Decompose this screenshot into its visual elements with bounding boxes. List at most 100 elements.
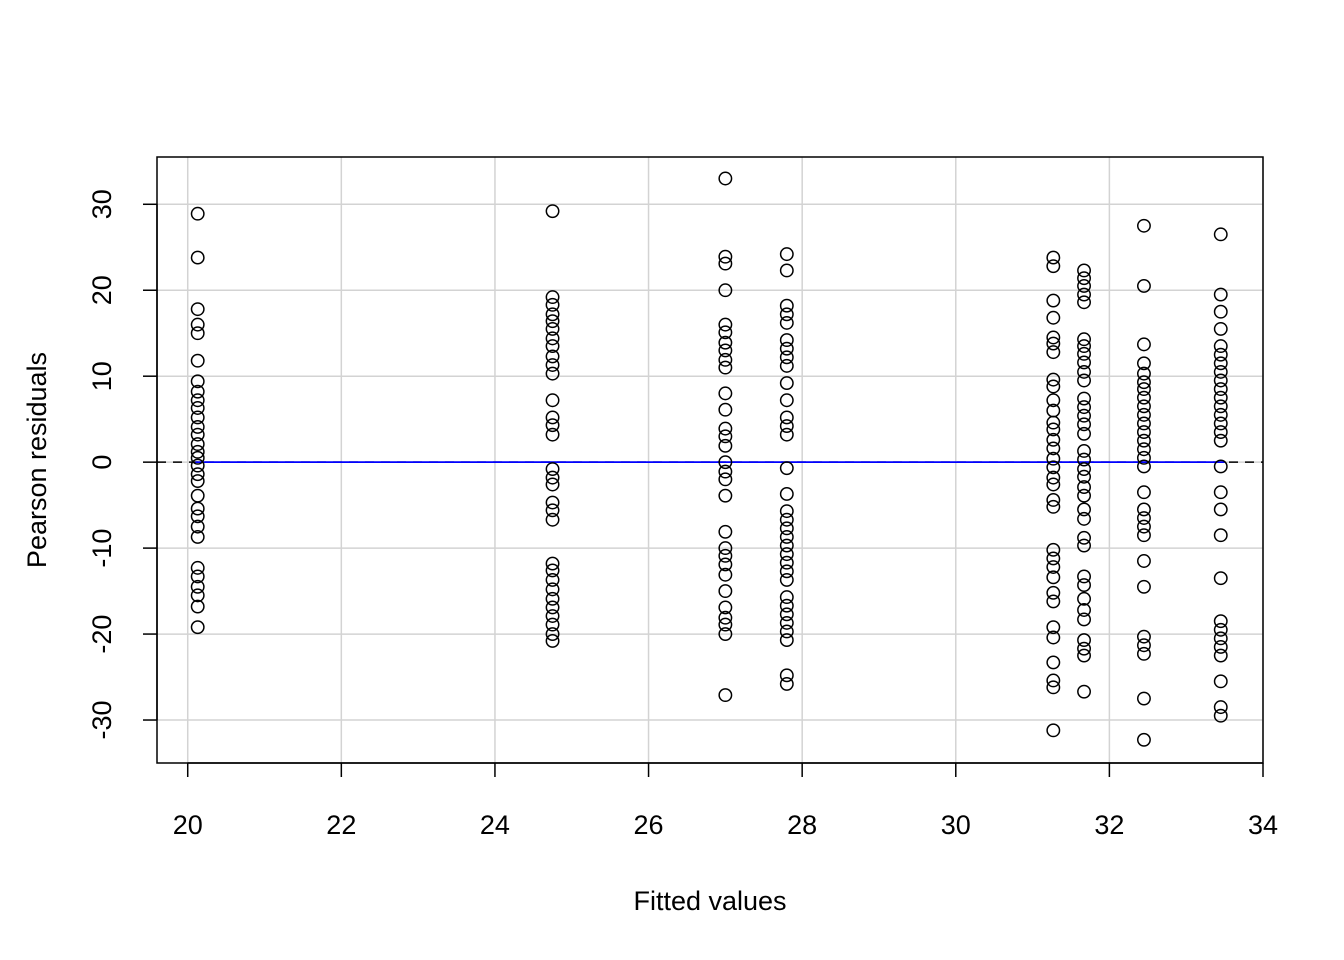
data-point xyxy=(779,298,794,313)
data-point xyxy=(190,384,205,399)
data-point xyxy=(1137,519,1151,534)
data-point xyxy=(779,547,794,562)
data-point xyxy=(1046,310,1061,325)
data-point xyxy=(1077,538,1091,553)
data-point xyxy=(1046,330,1061,345)
data-point xyxy=(718,438,733,453)
data-point xyxy=(190,410,205,425)
y-tick-label: 20 xyxy=(87,275,117,305)
data-point xyxy=(545,290,560,305)
data-point xyxy=(1046,477,1061,492)
data-point xyxy=(1077,346,1091,361)
x-tick-label: 26 xyxy=(634,810,664,840)
data-point xyxy=(190,560,205,575)
data-point xyxy=(1137,732,1151,747)
data-point xyxy=(1046,551,1061,566)
data-point xyxy=(1213,390,1228,405)
data-point xyxy=(1077,263,1091,278)
data-point xyxy=(1137,459,1151,474)
data-point xyxy=(545,609,560,623)
data-point xyxy=(1213,485,1228,500)
data-point xyxy=(779,590,794,605)
data-point xyxy=(1137,442,1151,457)
data-point xyxy=(1213,700,1228,715)
data-point xyxy=(1137,433,1151,448)
data-point xyxy=(190,444,205,459)
data-point xyxy=(1213,614,1228,629)
data-point xyxy=(779,615,794,630)
data-point xyxy=(190,326,205,341)
data-point xyxy=(190,620,205,635)
data-point xyxy=(1077,295,1091,310)
data-point xyxy=(1077,633,1091,648)
data-point xyxy=(718,249,733,264)
data-point xyxy=(190,467,205,482)
data-point xyxy=(1213,416,1228,431)
data-point xyxy=(1213,356,1228,371)
data-point xyxy=(718,567,733,582)
data-point xyxy=(718,617,733,632)
data-point xyxy=(190,488,205,503)
data-point xyxy=(545,349,560,364)
data-point xyxy=(779,633,794,648)
data-point xyxy=(1213,321,1228,336)
data-point xyxy=(190,509,205,524)
data-point xyxy=(1046,250,1061,265)
data-point xyxy=(1213,674,1228,689)
data-point xyxy=(545,314,560,329)
data-point xyxy=(1137,218,1151,233)
data-point xyxy=(545,204,560,219)
data-point xyxy=(1046,460,1061,475)
data-point xyxy=(190,450,205,465)
data-point xyxy=(718,171,733,186)
data-point xyxy=(190,599,205,614)
data-point xyxy=(1046,293,1061,308)
data-point xyxy=(545,572,560,587)
data-point xyxy=(1213,287,1228,302)
data-point xyxy=(190,401,205,415)
data-point xyxy=(1046,441,1061,456)
data-point xyxy=(718,402,733,417)
data-point xyxy=(1077,569,1091,584)
x-tick-label: 30 xyxy=(941,810,971,840)
data-point xyxy=(718,283,733,298)
data-point xyxy=(190,427,205,442)
y-tick-label: 10 xyxy=(87,361,117,391)
data-point xyxy=(1046,723,1061,738)
y-axis-title: Pearson residuals xyxy=(22,352,52,568)
data-point xyxy=(1077,400,1091,415)
data-point xyxy=(1137,425,1151,440)
data-point xyxy=(1046,594,1061,609)
data-point xyxy=(779,607,794,622)
y-tick-label: -20 xyxy=(87,615,117,654)
data-point xyxy=(718,343,733,358)
data-point xyxy=(779,624,794,639)
data-point xyxy=(718,335,733,350)
data-point xyxy=(1046,630,1061,645)
data-point xyxy=(779,333,794,348)
data-point xyxy=(718,360,733,375)
data-point xyxy=(545,563,560,578)
data-point xyxy=(718,464,733,479)
data-point xyxy=(1137,511,1151,525)
data-point xyxy=(779,538,794,553)
data-point xyxy=(545,410,560,425)
data-point xyxy=(1046,336,1061,351)
data-point xyxy=(545,600,560,615)
data-point xyxy=(1213,373,1228,388)
data-point xyxy=(190,519,205,534)
data-point xyxy=(545,582,560,597)
data-point xyxy=(1213,399,1228,414)
data-point xyxy=(545,477,560,492)
data-point xyxy=(718,584,733,599)
data-point xyxy=(1046,432,1061,447)
data-point xyxy=(1137,579,1151,594)
x-tick-label: 34 xyxy=(1248,810,1278,840)
data-point xyxy=(779,410,794,425)
data-point xyxy=(190,419,205,434)
data-point xyxy=(1046,542,1061,557)
data-point xyxy=(1077,373,1091,388)
data-point xyxy=(1077,391,1091,406)
data-point xyxy=(718,455,733,470)
data-point xyxy=(1213,382,1228,397)
